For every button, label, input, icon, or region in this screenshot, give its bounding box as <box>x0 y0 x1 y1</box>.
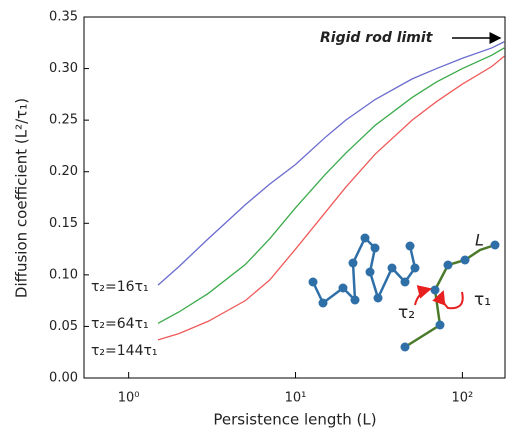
chain-blue <box>311 235 417 305</box>
chain-green-beads <box>400 240 500 352</box>
series-label: τ₂=64τ₁ <box>91 316 149 332</box>
y-tick-label: 0.05 <box>49 319 78 334</box>
plot-frame <box>83 16 506 379</box>
y-tick-label: 0.30 <box>49 61 78 76</box>
y-tick-label: 0.10 <box>49 267 78 282</box>
inset-label: τ₂ <box>398 303 415 323</box>
x-tick-label: 10⁰ <box>118 391 140 406</box>
y-tick-label: 0.25 <box>49 113 78 128</box>
y-axis-label: Diffusion coefficient (L²/τ₁) <box>13 98 31 298</box>
y-tick-label: 0.00 <box>49 371 78 386</box>
x-axis-label: Persistence length (L) <box>213 411 376 429</box>
inset-label: τ₁ <box>474 290 491 310</box>
rotation-arrow <box>414 285 432 306</box>
series-line <box>157 47 505 324</box>
inset-label: L <box>475 231 484 250</box>
series-line <box>157 55 505 341</box>
series-line <box>157 41 505 286</box>
x-tick-label: 10² <box>452 391 474 406</box>
y-tick-label: 0.15 <box>49 216 78 231</box>
rotation-arrow <box>432 290 464 310</box>
inset-diagram <box>308 233 500 352</box>
y-tick-label: 0.35 <box>49 10 78 25</box>
chain-blue-beads <box>308 233 420 308</box>
x-tick-label: 10¹ <box>285 391 307 406</box>
annotation: Rigid rod limit <box>320 30 434 46</box>
series-label: τ₂=16τ₁ <box>91 279 149 295</box>
series-label: τ₂=144τ₁ <box>91 343 158 359</box>
y-tick-label: 0.20 <box>49 164 78 179</box>
